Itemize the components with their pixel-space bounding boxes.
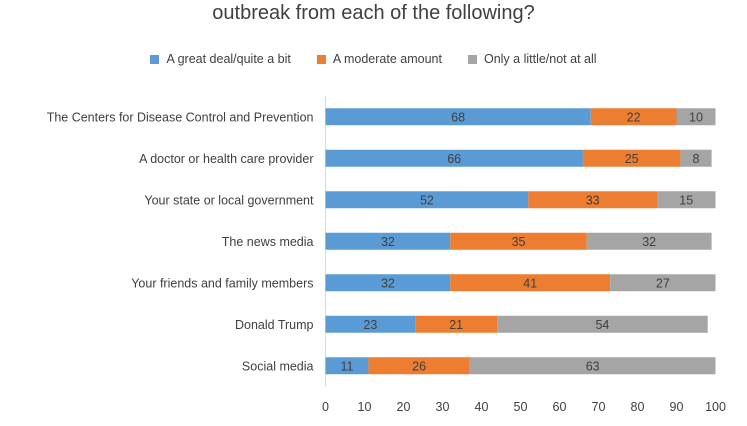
x-tick-label: 30	[436, 400, 450, 414]
data-label: 32	[381, 276, 395, 290]
data-label: 52	[420, 193, 434, 207]
x-tick-label: 0	[322, 400, 329, 414]
legend-swatch-great-deal	[150, 54, 160, 64]
bar-segment	[497, 315, 708, 333]
bar-segment	[325, 357, 369, 375]
category-label: The news media	[222, 235, 314, 249]
bar-segment	[610, 274, 716, 292]
bar-segment	[586, 232, 712, 250]
data-label: 41	[523, 276, 537, 290]
bar-segment	[325, 108, 591, 126]
legend-swatch-little	[467, 54, 477, 64]
x-tick-label: 20	[397, 400, 411, 414]
bar-segment	[325, 274, 451, 292]
legend: A great deal/quite a bit A moderate amou…	[0, 52, 747, 66]
legend-item-little: Only a little/not at all	[467, 52, 597, 66]
bar-segment	[368, 357, 470, 375]
category-label: Social media	[242, 359, 314, 373]
bar-segment	[680, 149, 712, 167]
bar-segment	[450, 274, 611, 292]
legend-label-great-deal: A great deal/quite a bit	[166, 52, 291, 66]
bar-segment	[450, 232, 587, 250]
x-tick-label: 100	[705, 400, 726, 414]
bar-segment	[325, 232, 451, 250]
bar-segment	[325, 191, 529, 209]
data-label: 63	[586, 359, 600, 373]
data-label: 25	[625, 152, 639, 166]
x-tick-label: 10	[358, 400, 372, 414]
category-label: Your state or local government	[144, 193, 314, 207]
legend-item-moderate: A moderate amount	[316, 52, 442, 66]
x-tick-label: 50	[514, 400, 528, 414]
bar-segment	[325, 315, 416, 333]
category-label: The Centers for Disease Control and Prev…	[47, 110, 314, 124]
data-label: 11	[340, 359, 353, 373]
category-label: Your friends and family members	[131, 276, 313, 290]
data-label: 26	[412, 359, 426, 373]
bar-segment	[469, 357, 716, 375]
bar-segment	[325, 149, 583, 167]
legend-swatch-moderate	[316, 54, 326, 64]
data-label: 32	[381, 235, 395, 249]
bar-segment	[657, 191, 716, 209]
category-label: A doctor or health care provider	[139, 152, 313, 166]
x-tick-label: 40	[475, 400, 489, 414]
bar-segment	[676, 108, 716, 126]
x-tick-label: 80	[631, 400, 645, 414]
data-label: 27	[656, 276, 670, 290]
bar-segment	[528, 191, 657, 209]
data-label: 66	[447, 152, 461, 166]
legend-label-little: Only a little/not at all	[483, 52, 597, 66]
x-tick-label: 90	[670, 400, 684, 414]
data-label: 8	[693, 152, 700, 166]
chart-title-line: outbreak from each of the following?	[212, 2, 535, 24]
legend-label-moderate: A moderate amount	[332, 52, 442, 66]
data-label: 68	[451, 110, 465, 124]
data-label: 33	[586, 193, 600, 207]
data-label: 54	[595, 318, 609, 332]
data-label: 35	[512, 235, 526, 249]
data-label: 32	[642, 235, 656, 249]
bar-segment	[415, 315, 498, 333]
data-label: 21	[449, 318, 463, 332]
data-label: 10	[689, 110, 703, 124]
chart-title: outbreak from each of the following?	[0, 2, 747, 25]
bar-segment	[582, 149, 681, 167]
bar-segment	[590, 108, 677, 126]
category-label: Donald Trump	[235, 318, 314, 332]
x-tick-label: 60	[553, 400, 567, 414]
data-label: 23	[363, 318, 377, 332]
data-label: 15	[679, 193, 693, 207]
x-tick-label: 70	[592, 400, 606, 414]
data-label: 22	[627, 110, 641, 124]
legend-item-great-deal: A great deal/quite a bit	[150, 52, 291, 66]
